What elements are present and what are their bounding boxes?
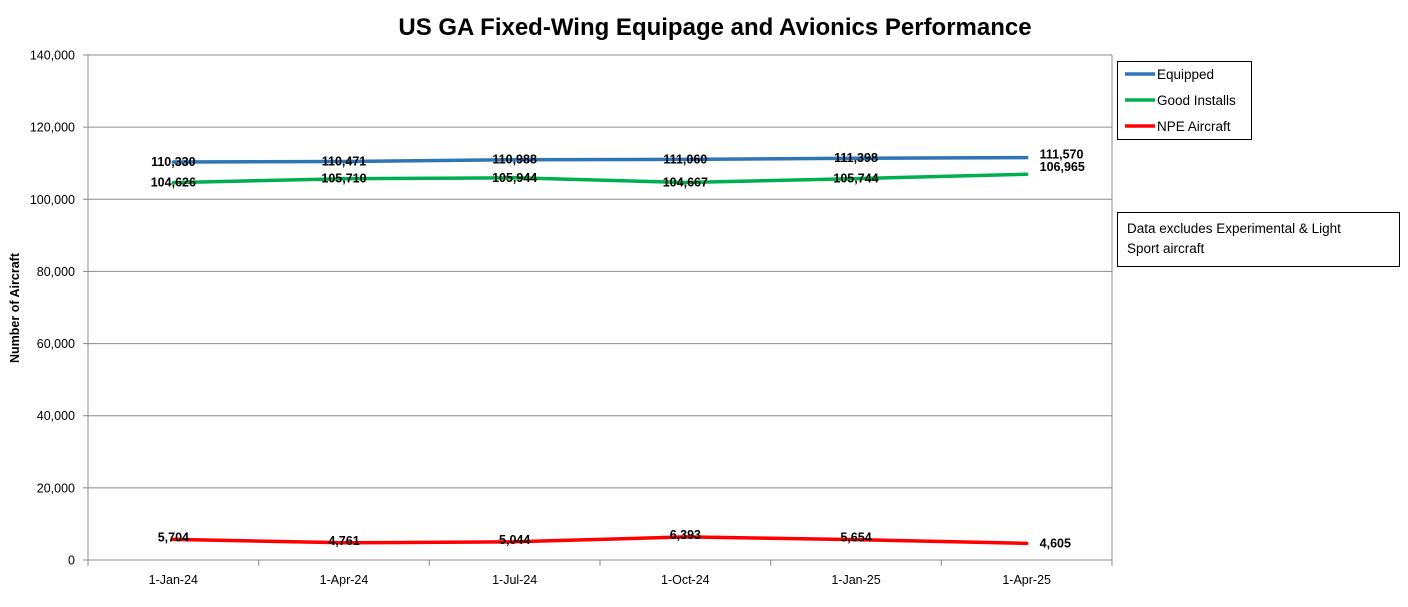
data-label: 106,965 [1040, 160, 1085, 174]
data-label: 110,330 [151, 155, 196, 169]
data-label: 111,398 [834, 151, 878, 165]
legend-label: NPE Aircraft [1157, 119, 1231, 134]
data-label: 110,988 [492, 153, 537, 167]
data-label: 105,944 [492, 171, 537, 185]
legend-label: Equipped [1157, 67, 1214, 82]
data-label: 104,667 [663, 175, 708, 189]
data-label: 111,570 [1040, 148, 1084, 162]
data-label: 5,044 [499, 533, 530, 547]
y-tick-label: 140,000 [30, 49, 75, 63]
y-tick-label: 120,000 [30, 121, 75, 135]
x-tick-label: 1-Jul-24 [492, 573, 537, 587]
data-label: 5,704 [158, 530, 189, 544]
annotation-frame [1117, 212, 1400, 267]
data-labels: 110,330 110,471 110,988 111,060 111,398 111,5… [151, 148, 1085, 551]
chart-title: US GA Fixed-Wing Equipage and Avionics P… [398, 14, 1031, 41]
data-label: 105,744 [833, 172, 878, 186]
data-label: 5,654 [840, 531, 871, 545]
series-lines [171, 155, 1029, 546]
data-label: 105,710 [321, 172, 366, 186]
x-tick-label: 1-Apr-25 [1002, 573, 1051, 587]
y-tick-label: 80,000 [37, 265, 75, 279]
annotation-box: Data excludes Experimental & Light Sport … [1117, 212, 1400, 267]
y-tick-label: 40,000 [37, 409, 75, 423]
data-label: 6,393 [670, 528, 701, 542]
data-label: 111,060 [663, 152, 707, 166]
y-tick-label: 100,000 [30, 193, 75, 207]
data-label: 4,761 [328, 534, 359, 548]
data-label: 104,626 [151, 176, 196, 190]
annotation-text: Data excludes Experimental & Light [1127, 221, 1341, 236]
legend-label: Good Installs [1157, 93, 1236, 108]
y-tick-label: 0 [68, 554, 75, 568]
gridlines [88, 54, 1112, 489]
x-tick-label: 1-Apr-24 [320, 573, 369, 587]
series-line-1 [171, 172, 1029, 185]
y-tick-label: 20,000 [37, 481, 75, 495]
x-tick-label: 1-Jan-25 [831, 573, 880, 587]
data-label: 4,605 [1040, 536, 1071, 550]
axes: 0 20,000 40,000 60,000 80,000 100,000 120,000 1… [30, 49, 1113, 587]
legend: Equipped Good Installs NPE Aircraft [1117, 61, 1252, 140]
y-tick-label: 60,000 [37, 337, 75, 351]
y-axis-label: Number of Aircraft [8, 252, 22, 363]
series-line-0 [171, 155, 1029, 164]
x-tick-label: 1-Jan-24 [149, 573, 198, 587]
data-label: 110,471 [322, 155, 367, 169]
series-line-2 [171, 535, 1029, 546]
x-tick-label: 1-Oct-24 [661, 573, 710, 587]
annotation-text: Sport aircraft [1127, 241, 1205, 256]
